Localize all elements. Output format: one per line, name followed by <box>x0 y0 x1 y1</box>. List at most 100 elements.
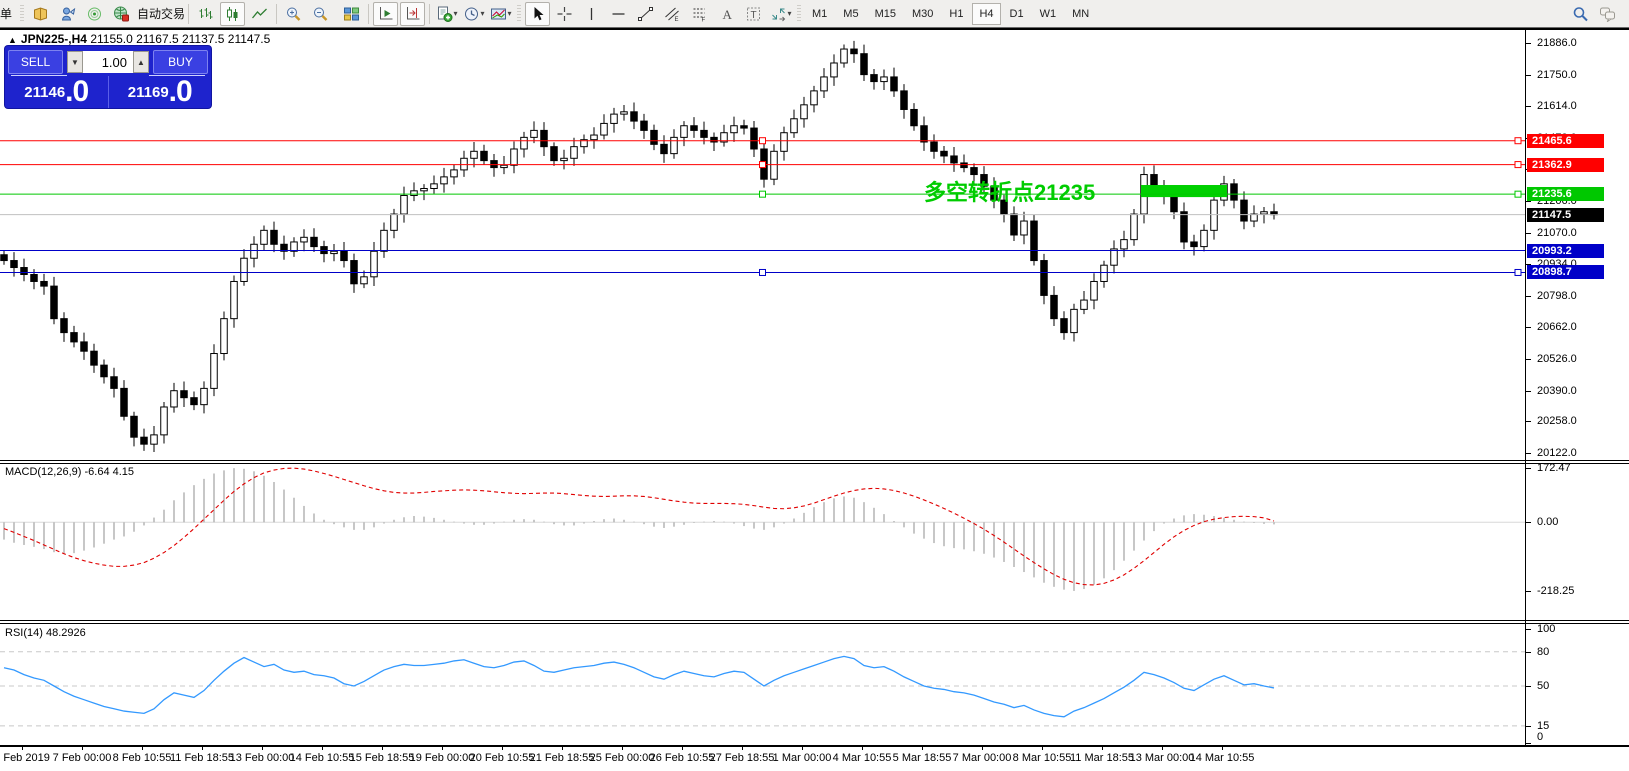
text-label-button[interactable]: T <box>741 2 766 26</box>
vertical-line-button[interactable] <box>579 2 604 26</box>
timeframe-w1-button[interactable]: W1 <box>1039 7 1057 20</box>
cursor-icon <box>529 6 546 22</box>
horizontal-line-object[interactable] <box>0 268 1525 276</box>
candlestick-button[interactable] <box>220 1 246 26</box>
timeframe-mn-button[interactable]: MN <box>1072 7 1090 20</box>
book-button[interactable] <box>28 2 53 26</box>
toolbar-drag-handle[interactable] <box>517 4 522 23</box>
line-price-flag: 20993.2 <box>1527 243 1604 258</box>
horizontal-line-object[interactable] <box>0 190 1525 198</box>
date-label: 5 Feb 2019 <box>0 752 50 764</box>
timeframe-m30-button[interactable]: M30 <box>911 7 934 20</box>
publisher-button[interactable] <box>55 2 80 26</box>
bar-chart-button[interactable] <box>193 2 218 26</box>
volume-step-up-button[interactable]: ▲ <box>133 51 149 73</box>
horizontal-line-object[interactable] <box>0 137 1525 145</box>
symbol-search-button[interactable] <box>1568 2 1593 26</box>
toolbar-charttype-group <box>192 1 273 26</box>
buy-price[interactable]: 21169.0 <box>127 75 193 108</box>
sell-price[interactable]: 21146.0 <box>5 76 109 108</box>
new-order-button[interactable]: 单 <box>0 5 17 22</box>
price-tick <box>1526 327 1531 329</box>
text-button[interactable]: A <box>714 2 739 26</box>
volume-input[interactable] <box>83 51 133 73</box>
date-label: 11 Feb 18:55 <box>169 752 235 764</box>
svg-text:A: A <box>723 7 733 22</box>
timeframe-h4-button[interactable]: H4 <box>972 2 1001 25</box>
time-axis-border <box>0 745 1629 747</box>
cursor-button[interactable] <box>525 1 551 26</box>
rsi-scale-label: 80 <box>1537 645 1550 658</box>
timeframe-h1-button[interactable]: H1 <box>949 7 964 20</box>
price-tick <box>1526 359 1531 361</box>
rsi-scale-tick <box>1526 686 1531 687</box>
fibonacci-icon: F <box>691 6 708 22</box>
bid-price-flag: 21147.5 <box>1527 207 1604 222</box>
timeframe-m1-button[interactable]: M1 <box>812 7 828 20</box>
sell-button[interactable]: SELL <box>8 50 63 74</box>
tile-windows-button[interactable] <box>339 2 364 26</box>
rsi-scale-label: 0 <box>1537 731 1544 743</box>
chart-text-annotation[interactable]: 多空转折点21235 <box>924 180 1096 205</box>
date-tick <box>22 746 23 750</box>
macd-scale-tick <box>1526 591 1531 592</box>
date-tick <box>1102 746 1103 750</box>
candlestick-series <box>0 40 1278 453</box>
channel-button[interactable]: E <box>660 2 685 26</box>
date-tick <box>82 746 83 750</box>
toolbar-right-group <box>1567 2 1621 26</box>
arrows-button[interactable]: ▾ <box>768 2 793 26</box>
macd-scale-tick <box>1526 468 1531 469</box>
date-label: 21 Feb 18:55 <box>529 752 595 764</box>
horizontal-line-button[interactable] <box>606 2 631 26</box>
line-price-flag: 21362.9 <box>1527 157 1604 172</box>
templates-button[interactable]: ▾ <box>488 2 513 26</box>
collapse-icon[interactable]: ▲ <box>8 35 17 45</box>
date-tick <box>442 746 443 750</box>
chat-button[interactable] <box>1595 2 1620 26</box>
buy-button[interactable]: BUY <box>153 50 208 74</box>
toolbar-drag-handle[interactable] <box>20 4 24 23</box>
chart-shift-button[interactable] <box>400 1 426 26</box>
toolbar-draw-group: E F A T ▾ <box>524 1 794 26</box>
chevron-down-icon: ▾ <box>787 8 792 18</box>
periods-icon <box>463 6 480 22</box>
fibonacci-button[interactable]: F <box>687 2 712 26</box>
chevron-down-icon: ▾ <box>453 8 458 18</box>
trendline-button[interactable] <box>633 2 658 26</box>
green-rectangle-object[interactable] <box>1141 185 1227 198</box>
macd-label: MACD(12,26,9) -6.64 4.15 <box>5 466 135 478</box>
macd-scale-label: 172.47 <box>1537 462 1571 474</box>
price-tick <box>1526 264 1531 266</box>
timeframe-m15-button[interactable]: M15 <box>874 7 896 20</box>
macd-scale-label: 0.00 <box>1537 516 1559 529</box>
timeframe-m5-button[interactable]: M5 <box>843 7 859 20</box>
line-chart-button[interactable] <box>247 2 272 26</box>
auto-scroll-button[interactable] <box>373 1 399 26</box>
volume-step-down-button[interactable]: ▼ <box>67 51 83 73</box>
autotrading-button[interactable] <box>109 2 134 26</box>
toolbar-window-group <box>338 2 365 26</box>
crosshair-button[interactable] <box>552 2 577 26</box>
price-tick-label: 20798.0 <box>1537 289 1577 302</box>
trendline-icon <box>637 6 654 22</box>
date-tick <box>682 746 683 750</box>
zoom-out-button[interactable] <box>308 2 333 26</box>
date-tick <box>1162 746 1163 750</box>
signal-button[interactable] <box>82 2 107 26</box>
indicators-button[interactable]: ▾ <box>434 2 459 26</box>
zoom-in-icon <box>285 6 302 22</box>
date-tick <box>142 746 143 750</box>
date-tick <box>382 746 383 750</box>
timeframe-d1-button[interactable]: D1 <box>1009 7 1024 20</box>
line-price-flag: 21235.6 <box>1527 187 1604 202</box>
periods-button[interactable]: ▾ <box>461 2 486 26</box>
price-tick <box>1526 106 1531 108</box>
horizontal-line-object[interactable] <box>0 161 1525 169</box>
zoom-in-button[interactable] <box>281 2 306 26</box>
svg-text:E: E <box>675 17 679 22</box>
text-icon: A <box>718 6 735 22</box>
toolbar-drag-handle[interactable] <box>797 4 802 23</box>
date-label: 5 Mar 18:55 <box>892 752 952 764</box>
